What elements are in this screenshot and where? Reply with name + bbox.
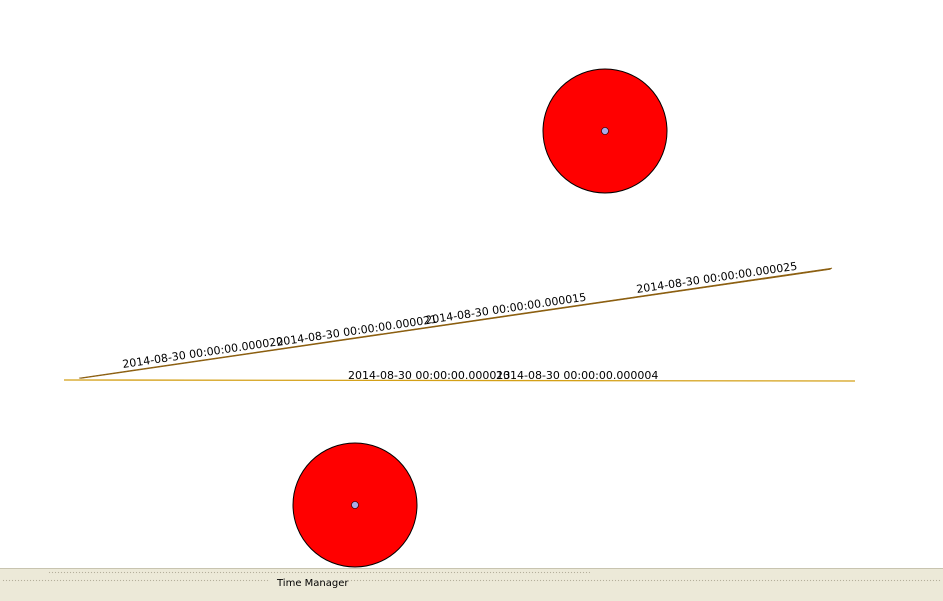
- lower-point-feature[interactable]: [292, 442, 418, 568]
- upper-point-feature[interactable]: [542, 68, 668, 194]
- point-marker-icon: [601, 127, 609, 135]
- map-layer: 2014-08-30 00:00:00.000020 2014-08-30 00…: [63, 68, 856, 568]
- line-label: 2014-08-30 00:00:00.000020: [122, 335, 285, 371]
- point-marker-icon: [351, 501, 359, 509]
- line-label: 2014-08-30 00:00:00.000013: [348, 369, 510, 382]
- line-label: 2014-08-30 00:00:00.000015: [425, 291, 588, 327]
- dock-title-grip-right[interactable]: [344, 579, 941, 582]
- upper-line-feature[interactable]: [78, 267, 833, 379]
- lower-line-feature[interactable]: [63, 379, 856, 382]
- dock-title[interactable]: Time Manager: [277, 578, 349, 589]
- dock-title-grip-left[interactable]: [2, 579, 270, 582]
- line-label: 2014-08-30 00:00:00.000021: [276, 313, 439, 349]
- map-canvas[interactable]: 2014-08-30 00:00:00.000020 2014-08-30 00…: [0, 0, 943, 568]
- dock-grip-handle[interactable]: [48, 571, 590, 574]
- time-manager-dock: Time Manager: [0, 568, 943, 601]
- line-label: 2014-08-30 00:00:00.000004: [496, 369, 658, 382]
